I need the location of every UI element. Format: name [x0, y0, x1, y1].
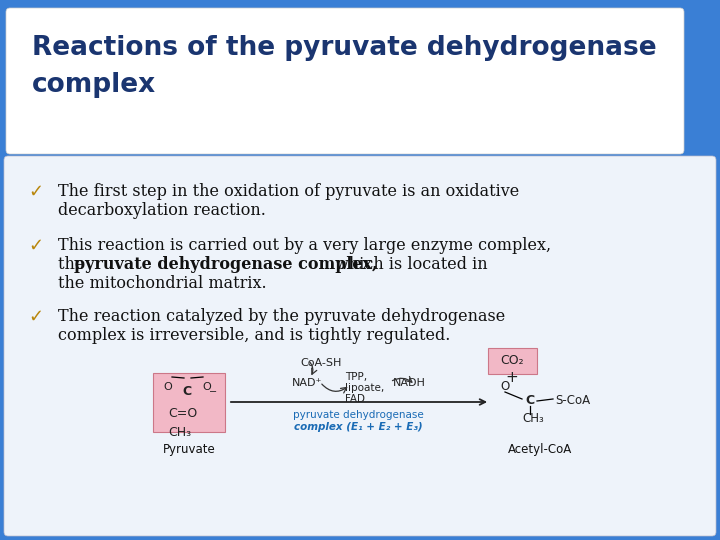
FancyBboxPatch shape	[6, 8, 684, 154]
Text: C=O: C=O	[168, 407, 197, 420]
Text: The reaction catalyzed by the pyruvate dehydrogenase: The reaction catalyzed by the pyruvate d…	[58, 308, 505, 325]
Text: NAD⁺: NAD⁺	[292, 378, 323, 388]
Text: ✓: ✓	[28, 183, 43, 201]
Text: C: C	[182, 385, 192, 398]
Text: Acetyl-CoA: Acetyl-CoA	[508, 443, 572, 456]
FancyBboxPatch shape	[153, 373, 225, 432]
Text: decarboxylation reaction.: decarboxylation reaction.	[58, 202, 266, 219]
Text: which is located in: which is located in	[330, 256, 487, 273]
Text: This reaction is carried out by a very large enzyme complex,: This reaction is carried out by a very l…	[58, 237, 551, 254]
Text: the: the	[58, 256, 89, 273]
Text: O: O	[163, 382, 172, 392]
Text: complex (E₁ + E₂ + E₃): complex (E₁ + E₂ + E₃)	[294, 422, 423, 432]
Text: Pyruvate: Pyruvate	[163, 443, 215, 456]
Text: lipoate,: lipoate,	[345, 383, 384, 393]
Text: O: O	[500, 381, 510, 394]
FancyArrowPatch shape	[310, 362, 317, 374]
Text: The first step in the oxidation of pyruvate is an oxidative: The first step in the oxidation of pyruv…	[58, 183, 519, 200]
FancyBboxPatch shape	[4, 156, 716, 536]
Text: +: +	[505, 370, 518, 386]
Text: FAD: FAD	[345, 394, 365, 404]
Text: complex is irreversible, and is tightly regulated.: complex is irreversible, and is tightly …	[58, 327, 451, 344]
Text: TPP,: TPP,	[345, 372, 367, 382]
FancyArrowPatch shape	[392, 376, 412, 382]
Text: Reactions of the pyruvate dehydrogenase: Reactions of the pyruvate dehydrogenase	[32, 35, 657, 61]
Text: ✓: ✓	[28, 308, 43, 326]
Text: CoA-SH: CoA-SH	[300, 358, 341, 368]
FancyBboxPatch shape	[488, 348, 537, 374]
Text: −: −	[209, 387, 217, 397]
Text: O: O	[202, 382, 212, 392]
FancyArrowPatch shape	[322, 384, 346, 393]
Text: CO₂: CO₂	[500, 354, 524, 368]
Text: C: C	[526, 395, 534, 408]
Text: the mitochondrial matrix.: the mitochondrial matrix.	[58, 275, 266, 292]
Text: pyruvate dehydrogenase: pyruvate dehydrogenase	[292, 410, 423, 420]
Text: NADH: NADH	[393, 378, 426, 388]
Text: CH₃: CH₃	[168, 426, 191, 439]
Text: CH₃: CH₃	[522, 411, 544, 424]
Text: complex: complex	[32, 72, 156, 98]
Text: S-CoA: S-CoA	[555, 395, 590, 408]
Text: pyruvate dehydrogenase complex,: pyruvate dehydrogenase complex,	[74, 256, 377, 273]
Text: ✓: ✓	[28, 237, 43, 255]
